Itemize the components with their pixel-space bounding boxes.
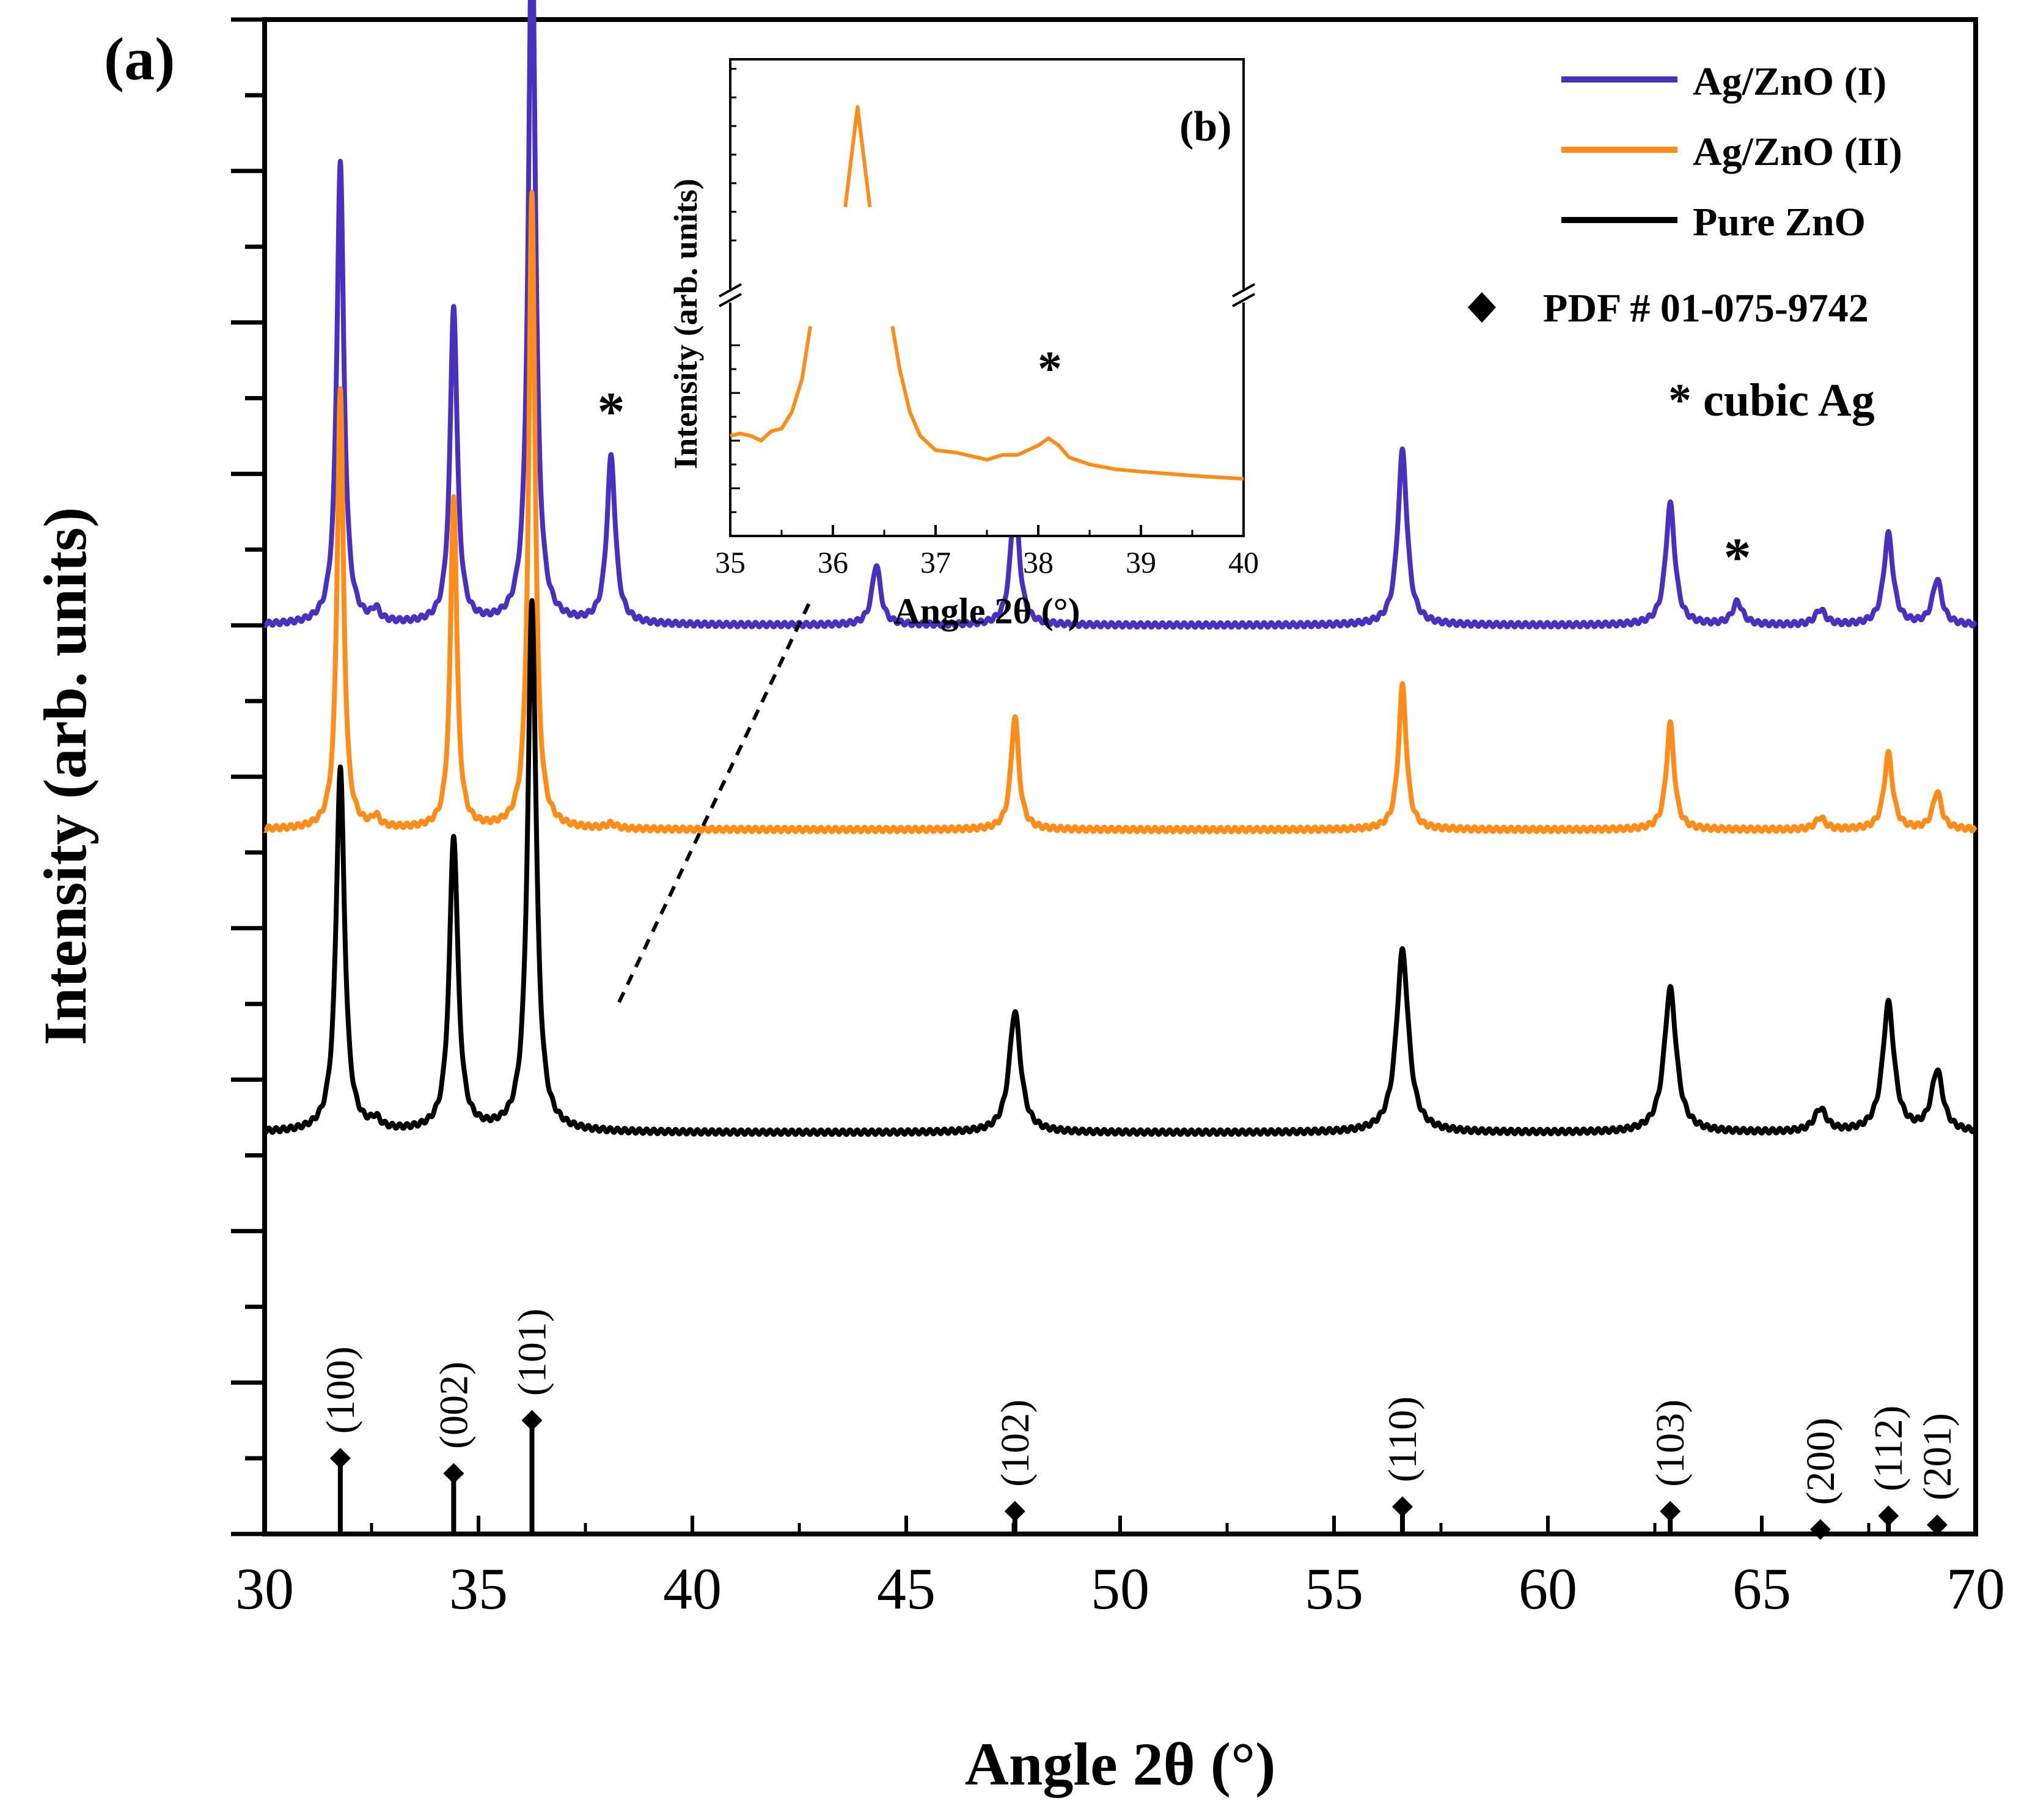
- main-plot: 30 35 40 45 50 55 60 65 70 (100) (002)(101)(102)(…: [231, 0, 2005, 1621]
- reference-hkl-label: (103): [1648, 1400, 1693, 1487]
- inset-break-mark: [1232, 293, 1255, 307]
- main-x-ticks: 30 35 40 45 50 55 60 65 70: [235, 1516, 2005, 1621]
- reference-hkl-label: (100): [318, 1346, 363, 1434]
- main-y-ticks: [231, 17, 265, 1536]
- series-line-2: [262, 598, 1978, 1137]
- inset-x-tick-label: 39: [1126, 545, 1156, 579]
- reference-diamond-icon: [1927, 1514, 1948, 1536]
- reference-hkl-label: (112): [1866, 1406, 1911, 1492]
- legend: Ag/ZnO (I) Ag/ZnO (II) Pure ZnO PDF # 01…: [1468, 59, 1902, 426]
- reference-diamond-icon: [1004, 1500, 1025, 1522]
- main-x-tick-label: 50: [1091, 1556, 1149, 1621]
- inset-break-mark: [1232, 283, 1255, 298]
- reference-hkl-label: (002): [431, 1362, 476, 1449]
- ag-peak-marker: *: [1724, 527, 1751, 588]
- main-x-axis-label: Angle 2θ (°): [965, 1730, 1276, 1798]
- main-series-group: [262, 0, 1978, 1137]
- main-y-axis-label: Intensity (arb. units): [31, 507, 99, 1046]
- zoom-connector-line: [617, 601, 812, 1004]
- inset-axis-break-marks: [719, 283, 1255, 307]
- main-x-tick-label: 45: [877, 1556, 936, 1621]
- inset-x-tick-label: 38: [1023, 545, 1054, 579]
- inset-x-tick-label: 36: [818, 545, 848, 579]
- legend-label-reference: PDF # 01-075-9742: [1543, 286, 1869, 331]
- main-x-tick-label: 30: [235, 1556, 294, 1621]
- reference-diamond-icon: [329, 1448, 351, 1469]
- main-x-tick-label: 55: [1305, 1556, 1363, 1621]
- inset-plot-frame: [729, 58, 1245, 537]
- inset-series-tail: [890, 326, 1244, 481]
- legend-label-pure-zno: Pure ZnO: [1693, 200, 1866, 244]
- reference-hkl-label: (101): [510, 1308, 555, 1396]
- main-x-tick-label: 40: [663, 1556, 722, 1621]
- inset-series-group: [730, 105, 1244, 481]
- inset-series-lower: [730, 326, 812, 442]
- reference-diamond-icon: [1392, 1496, 1413, 1517]
- inset-x-tick-label: 35: [715, 545, 746, 579]
- reference-peaks-group: (100) (002) (101) (102) (110) (103) (200) (112)…: [318, 1308, 1960, 1540]
- main-x-tick-label: 35: [449, 1556, 508, 1621]
- series-line-0: [262, 0, 1978, 630]
- reference-hkl-label: (201): [1915, 1413, 1960, 1500]
- main-x-tick-label: 70: [1946, 1556, 2005, 1621]
- inset-x-tick-label: 40: [1228, 545, 1259, 579]
- ag-peak-marker: *: [598, 382, 625, 442]
- panel-label-b: (b): [1179, 103, 1232, 150]
- main-x-tick-label: 60: [1519, 1556, 1577, 1621]
- series-line-1: [262, 189, 1978, 835]
- legend-diamond-icon: [1468, 292, 1496, 323]
- reference-diamond-icon: [1660, 1500, 1681, 1522]
- inset-plot: 35 36 37 38 39 40 (b) * Angle 2θ (°) Intensit…: [667, 58, 1259, 631]
- inset-series-peak: [843, 105, 872, 208]
- legend-note-cubic-ag: * cubic Ag: [1668, 375, 1875, 426]
- reference-hkl-label: (200): [1798, 1418, 1843, 1505]
- legend-label-ag-zno-i: Ag/ZnO (I): [1693, 59, 1886, 104]
- reference-diamond-icon: [1809, 1519, 1831, 1540]
- inset-break-mark: [719, 283, 742, 298]
- inset-x-tick-label: 37: [920, 545, 951, 579]
- reference-hkl-label: (102): [993, 1400, 1038, 1487]
- inset-break-mark: [719, 293, 742, 307]
- reference-diamond-icon: [1878, 1505, 1899, 1527]
- inset-x-ticks: 35 36 37 38 39 40: [715, 525, 1259, 579]
- inset-ag-marker: *: [1038, 342, 1062, 396]
- reference-diamond-icon: [521, 1410, 543, 1431]
- inset-y-axis-label: Intensity (arb. units): [667, 178, 704, 469]
- reference-diamond-icon: [443, 1462, 464, 1484]
- main-x-tick-label: 65: [1732, 1556, 1791, 1621]
- panel-label-a: (a): [104, 25, 175, 93]
- reference-hkl-label: (110): [1380, 1396, 1425, 1483]
- inset-x-axis-label: Angle 2θ (°): [893, 591, 1080, 631]
- legend-label-ag-zno-ii: Ag/ZnO (II): [1693, 130, 1902, 174]
- inset-y-ticks: [730, 68, 740, 513]
